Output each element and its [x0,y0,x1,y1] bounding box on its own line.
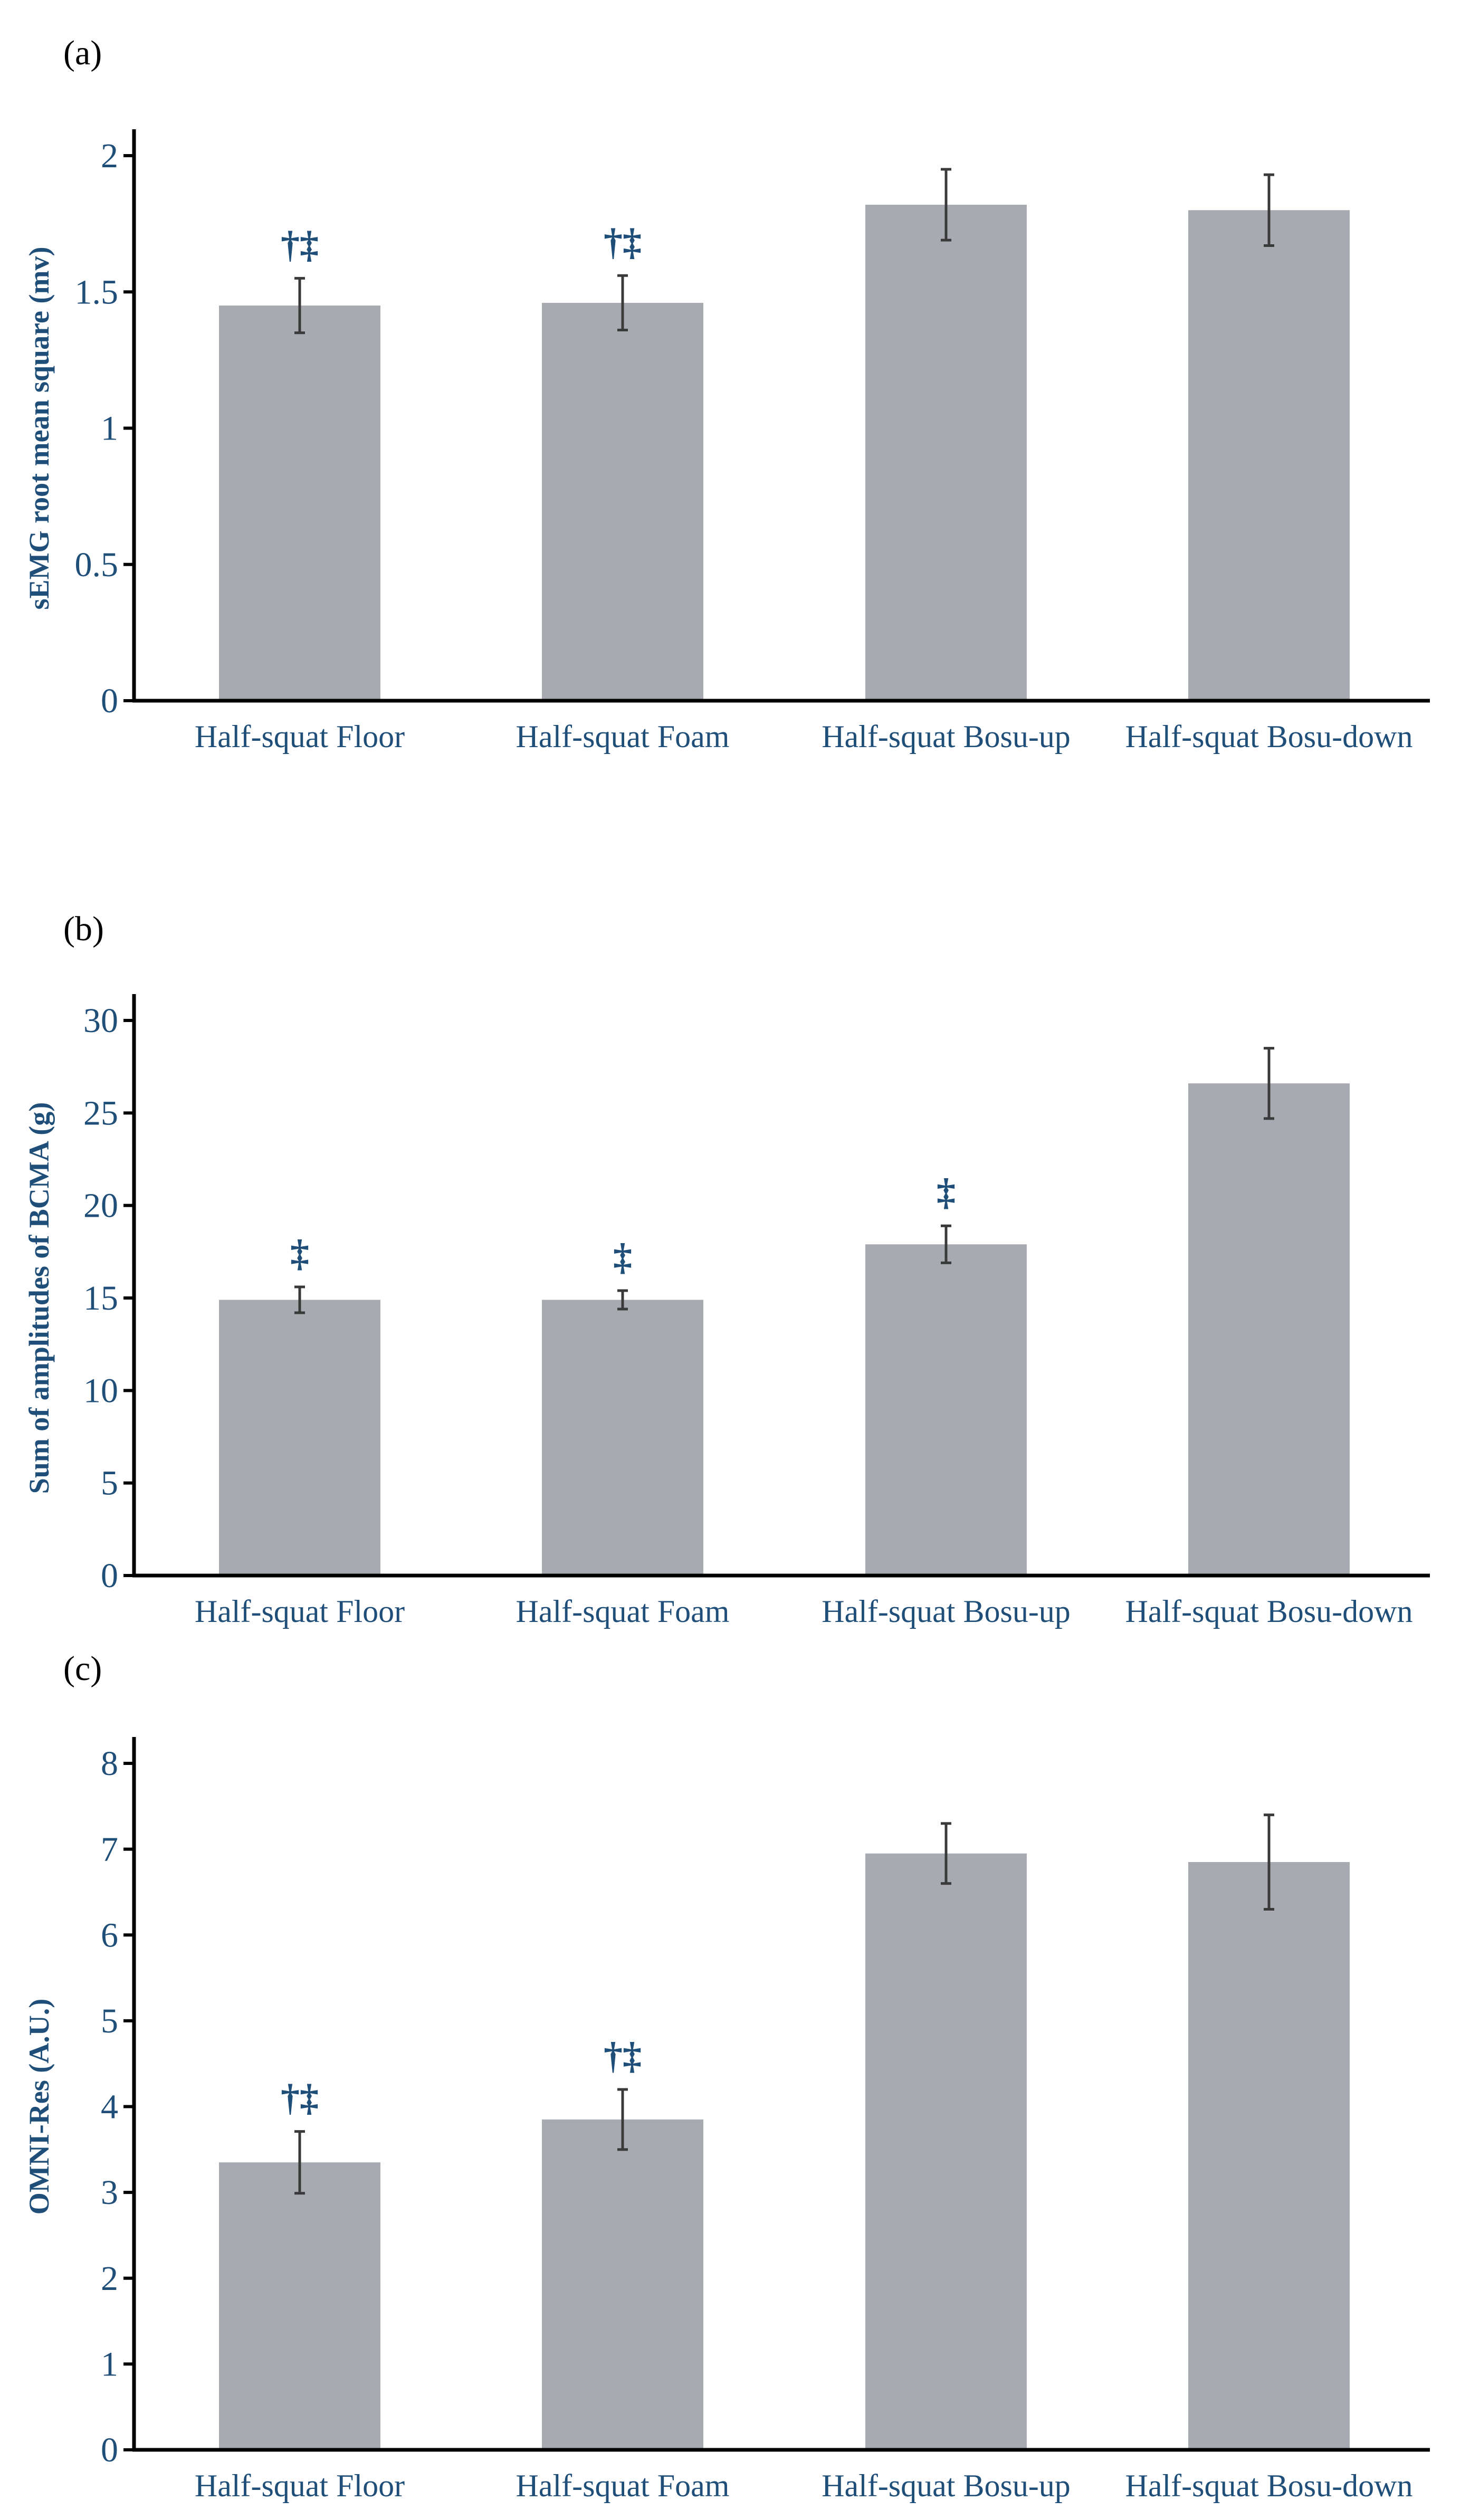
significance-marker: †‡ [281,223,319,265]
y-tick-label: 25 [83,1094,118,1132]
significance-marker: †‡ [604,221,642,263]
panel-label: (c) [63,1649,102,1688]
y-tick-label: 5 [101,2002,118,2040]
bar [219,1300,380,1576]
significance-marker: †‡ [604,2035,642,2077]
x-tick-label: Half-squat Floor [195,2468,405,2503]
x-tick-label: Half-squat Foam [516,2468,730,2503]
chart-panel-2: (b) Sum of amplitudes of BCMA (g) ‡ Half-sq… [23,910,1430,1629]
x-tick-label: Half-squat Foam [516,719,730,754]
significance-marker: ‡ [613,1236,632,1278]
x-tick-label: Half-squat Floor [195,1594,405,1629]
bar [542,1300,703,1576]
y-axis-title: sEMG root mean square (mv) [23,247,55,610]
y-tick-label: 3 [101,2173,118,2212]
y-tick-label: 6 [101,1916,118,1954]
error-bar [1264,1047,1274,1120]
y-tick-label: 1.5 [75,273,119,311]
y-tick-label: 1 [101,409,118,448]
bar [1188,210,1350,701]
x-tick-label: Half-squat Foam [516,1594,730,1629]
y-tick-label: 5 [101,1464,118,1503]
y-tick-label: 10 [83,1371,118,1410]
y-axis-title: Sum of amplitudes of BCMA (g) [23,1102,55,1494]
bar [865,204,1027,701]
y-tick-label: 0.5 [75,546,119,584]
y-tick-label: 0 [101,2431,118,2469]
x-tick-label: Half-squat Bosu-down [1125,1594,1413,1629]
bar [865,1244,1027,1576]
y-tick-label: 0 [101,1557,118,1595]
error-bar [617,2088,628,2151]
y-axis-title: OMNI-Res (A.U.) [23,1999,55,2214]
panel-label: (a) [63,34,102,72]
error-bar [941,168,951,242]
error-bar [941,1822,951,1885]
significance-marker: †‡ [281,2077,319,2119]
y-tick-label: 15 [83,1279,118,1318]
bar [865,1853,1027,2450]
bar [1188,1862,1350,2450]
x-tick-label: Half-squat Bosu-up [822,1594,1071,1629]
error-bar [1264,173,1274,247]
y-tick-label: 2 [101,137,118,175]
error-bar [294,2130,305,2195]
x-tick-label: Half-squat Bosu-down [1125,2468,1413,2503]
y-tick-label: 20 [83,1187,118,1225]
y-tick-label: 7 [101,1830,118,1869]
significance-marker: ‡ [290,1232,309,1274]
x-tick-label: Half-squat Floor [195,719,405,754]
chart-panel-1: (a) sEMG root mean square (mv) †‡ Half-squa… [23,34,1430,754]
significance-marker: ‡ [937,1171,956,1213]
y-tick-label: 8 [101,1744,118,1783]
y-tick-label: 30 [83,1001,118,1040]
bar [219,2162,380,2450]
x-tick-label: Half-squat Bosu-up [822,719,1071,754]
error-bar [617,1289,628,1311]
y-tick-label: 1 [101,2345,118,2383]
bar [542,302,703,701]
panel-label: (b) [63,910,104,948]
bar [542,2119,703,2450]
bar [219,306,380,701]
chart-panel-3: (c) OMNI-Res (A.U.) †‡ Half-squat Floor †‡ Ha… [23,1649,1430,2503]
error-bar [294,276,305,335]
y-tick-label: 2 [101,2259,118,2298]
bar [1188,1083,1350,1576]
x-tick-label: Half-squat Bosu-up [822,2468,1071,2503]
x-tick-label: Half-squat Bosu-down [1125,719,1413,754]
error-bar [294,1285,305,1314]
y-tick-label: 0 [101,682,118,720]
error-bar [617,274,628,332]
error-bar [1264,1813,1274,1911]
y-tick-label: 4 [101,2088,118,2126]
error-bar [941,1224,951,1264]
